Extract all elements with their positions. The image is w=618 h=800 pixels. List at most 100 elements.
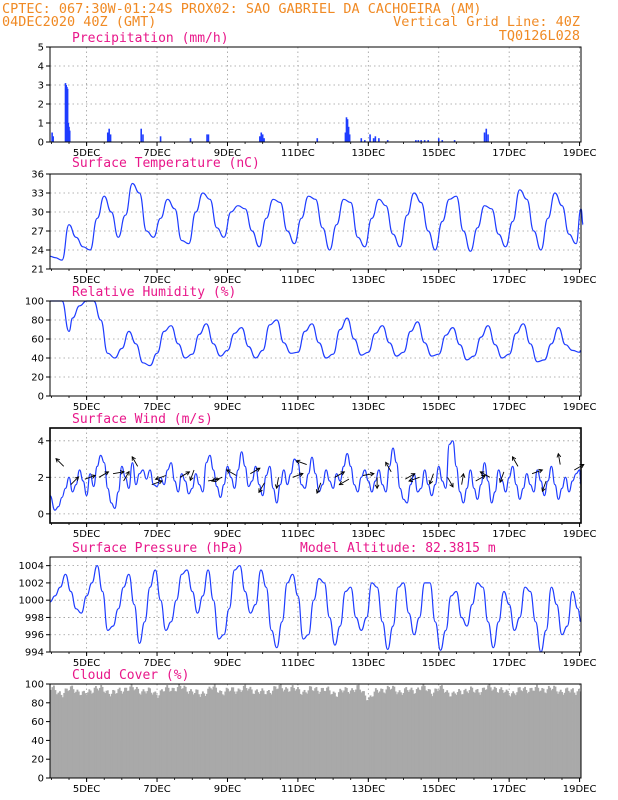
- cloud-bar: [554, 686, 557, 778]
- cloud-bar: [510, 693, 513, 778]
- cloud-bar: [543, 692, 546, 778]
- wind-arrow: [55, 457, 65, 467]
- x-tick-label: 7DEC: [143, 275, 170, 286]
- cloud-bar: [390, 688, 393, 778]
- cloud-bar: [188, 691, 191, 778]
- cloud-bar: [514, 695, 517, 778]
- y-tick-label: 0: [38, 392, 44, 403]
- wind-arrow-head: [258, 488, 263, 494]
- cloud-bar: [425, 690, 427, 778]
- wind-arrow: [541, 480, 547, 493]
- cloud-bar: [421, 686, 424, 778]
- wind-arrow: [211, 476, 223, 483]
- cloud-bar: [142, 689, 145, 778]
- cloud-bar: [57, 692, 60, 778]
- cloud-bar: [381, 688, 384, 778]
- x-tick-label: 5DEC: [73, 402, 100, 413]
- cloud-bar: [175, 691, 178, 778]
- series-line: [49, 564, 582, 653]
- cloud-bar: [533, 690, 536, 778]
- cloud-bar: [60, 694, 63, 778]
- precip-bar: [427, 140, 429, 142]
- panels: Precipitation (mm/h) 0 1 2 3 4 5 5DEC 7DEC 9DEC 11…: [19, 31, 597, 795]
- panel-title: Surface Pressure (hPa): [72, 541, 244, 556]
- wind-arrow: [447, 477, 454, 488]
- cloud-bar: [297, 687, 299, 778]
- y-tick-label: 24: [31, 246, 44, 257]
- cloud-bar: [524, 686, 527, 778]
- cloud-bar: [407, 691, 410, 778]
- x-tick-label: 9DEC: [214, 529, 241, 540]
- cloud-bar: [481, 687, 484, 778]
- cloud-bar: [460, 694, 463, 778]
- panel-1: Surface Temperature (nC) 21 24 27 30 33 36 5DEC…: [31, 156, 596, 286]
- x-tick-label: 11DEC: [281, 275, 315, 286]
- cloud-bar: [526, 693, 529, 778]
- cloud-bar: [452, 691, 455, 778]
- x-tick-label: 13DEC: [351, 275, 385, 286]
- cloud-bar: [561, 692, 563, 778]
- cloud-bar: [386, 685, 389, 778]
- cloud-bar: [508, 695, 511, 778]
- cloud-bar: [302, 691, 305, 778]
- precip-bar: [108, 128, 110, 142]
- x-tick-label: 13DEC: [351, 529, 385, 540]
- cloud-bar: [234, 693, 237, 778]
- precip-bar: [483, 132, 486, 142]
- header-line-1: CPTEC: 067:30W-01:24S PROX02: SAO GABRIE…: [2, 1, 482, 17]
- cloud-bar: [472, 691, 475, 778]
- x-tick-label: 13DEC: [351, 148, 385, 159]
- wind-arrow-head: [428, 480, 433, 485]
- cloud-bar: [330, 694, 332, 778]
- wind-arrow-head: [104, 471, 110, 476]
- cloud-bar: [94, 686, 97, 778]
- wind-arrow-shaft: [334, 471, 345, 478]
- cloud-bar: [517, 687, 520, 778]
- cloud-bar: [318, 693, 321, 778]
- cloud-bar: [392, 685, 394, 778]
- x-tick-label: 5DEC: [73, 658, 100, 669]
- cloud-bar: [307, 690, 310, 778]
- cloud-bar: [64, 688, 67, 778]
- y-tick-label: 4: [38, 62, 44, 73]
- cloud-bar: [443, 692, 446, 778]
- x-tick-label: 17DEC: [492, 275, 526, 286]
- precip-bar: [347, 126, 350, 142]
- cloud-bar: [400, 692, 402, 778]
- cloud-bar: [262, 690, 265, 778]
- cloud-bar: [242, 685, 245, 778]
- cloud-bar: [114, 693, 117, 778]
- wind-arrow-head: [91, 474, 97, 479]
- x-tick-label: 11DEC: [281, 784, 315, 795]
- cloud-bar: [279, 684, 282, 778]
- cloud-bar: [83, 690, 85, 778]
- y-tick-label: 21: [31, 265, 44, 276]
- wind-arrow-head: [385, 461, 390, 467]
- cloud-bar: [217, 692, 220, 778]
- cloud-bar: [343, 690, 346, 778]
- cloud-bar: [121, 693, 124, 778]
- cloud-bar: [542, 688, 545, 778]
- precip-bar: [345, 117, 348, 142]
- cloud-bar: [485, 689, 488, 778]
- precip-bar: [109, 134, 112, 142]
- x-tick-label: 19DEC: [563, 658, 597, 669]
- wind-arrow-shaft: [385, 462, 392, 473]
- cloud-bar: [273, 686, 276, 778]
- series-line: [49, 440, 582, 511]
- cloud-bar: [414, 693, 417, 778]
- cloud-bar: [145, 693, 148, 778]
- cloud-bar: [187, 776, 190, 778]
- panel-title: Surface Temperature (nC): [72, 156, 260, 171]
- cloud-bar: [442, 688, 445, 778]
- cloud-bar: [138, 693, 141, 778]
- cloud-bar: [559, 689, 562, 778]
- cloud-bar: [246, 690, 249, 778]
- cloud-bar: [270, 694, 273, 778]
- y-tick-label: 40: [31, 354, 44, 365]
- wind-arrow-head: [369, 471, 375, 477]
- cloud-bar: [293, 687, 295, 778]
- wind-arrow-shaft: [258, 482, 265, 493]
- cloud-bar: [448, 696, 451, 778]
- wind-arrow-shaft: [557, 453, 561, 465]
